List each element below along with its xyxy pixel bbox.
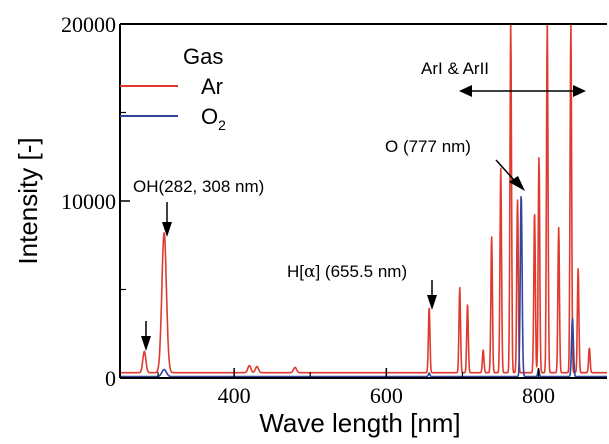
annotation-ar-label: ArI & ArII: [421, 59, 489, 78]
annotation-ar-arrowhead-left: [459, 85, 472, 97]
annotation-halpha-greek: α: [304, 262, 316, 282]
x-tick-label: 800: [522, 383, 555, 408]
series-line-ar: [119, 23, 608, 374]
y-tick-label: 10000: [61, 189, 116, 214]
annotation-oxygen: O (777 nm): [385, 137, 525, 191]
legend-label-ar: Ar: [201, 74, 223, 99]
annotation-halpha-arrowhead: [427, 295, 437, 310]
series-line-o2: [119, 196, 608, 378]
x-axis-title: Wave length [nm]: [259, 408, 460, 438]
annotation-ar-arrowhead-right: [573, 85, 586, 97]
annotation-halpha-suffix: ] (655.5 nm): [315, 262, 407, 281]
annotation-282-arrowhead: [141, 336, 151, 351]
y-tick-label: 20000: [61, 12, 116, 37]
annotation-ar: ArI & ArII: [421, 59, 586, 97]
annotation-halpha-prefix: H[: [287, 262, 304, 281]
y-tick-label: 0: [105, 366, 116, 391]
annotation-oxygen-label: O (777 nm): [385, 137, 471, 156]
tick-layer: 400 600 800 0 10000 20000: [61, 12, 555, 408]
series-layer: [119, 23, 608, 378]
legend-label-o2-main: O: [201, 104, 218, 129]
legend: Gas Ar O2: [120, 44, 226, 133]
legend-label-o2: O2: [201, 104, 226, 133]
annotation-oh: OH(282, 308 nm): [133, 177, 264, 351]
annotation-oh-arrowhead: [162, 222, 172, 237]
x-tick-label: 400: [218, 383, 251, 408]
annotation-oxygen-arrow-shaft: [495, 159, 515, 181]
legend-label-o2-sub: 2: [218, 117, 226, 133]
legend-title: Gas: [183, 44, 223, 69]
annotation-halpha: H[α] (655.5 nm): [287, 262, 437, 310]
annotation-oh-label: OH(282, 308 nm): [133, 177, 264, 196]
y-axis-title: Intensity [-]: [13, 137, 43, 264]
annotation-oxygen-arrowhead: [509, 176, 525, 191]
x-tick-label: 600: [370, 383, 403, 408]
annotation-halpha-label: H[α] (655.5 nm): [287, 262, 407, 282]
